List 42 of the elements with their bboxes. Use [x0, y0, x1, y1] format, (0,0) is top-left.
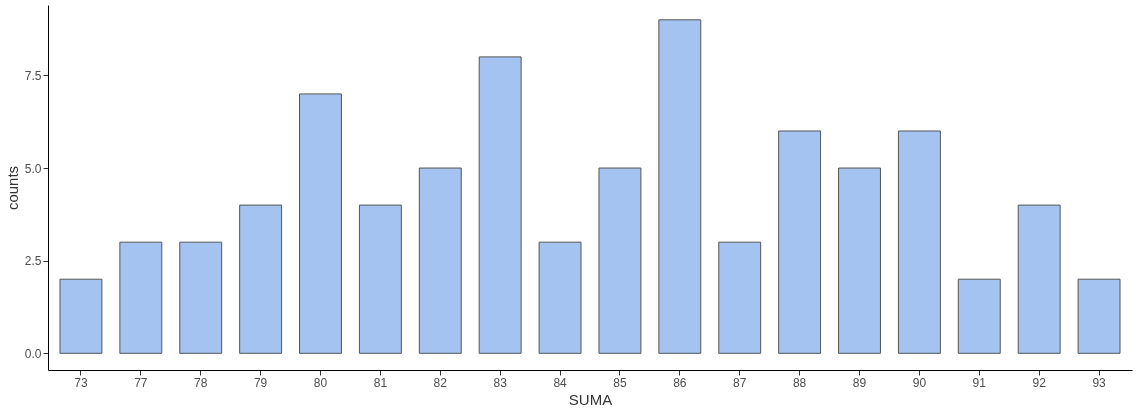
x-tick-label: 80: [313, 375, 328, 390]
x-tick-label: 85: [613, 375, 627, 390]
x-tick-label: 87: [733, 375, 747, 390]
y-tick-label: 2.5: [24, 254, 42, 269]
x-tick-label: 89: [852, 375, 867, 390]
x-tick-label: 82: [433, 375, 448, 390]
x-tick-label: 79: [253, 375, 268, 390]
x-axis-title: SUMA: [568, 390, 613, 408]
bar: [418, 167, 462, 354]
y-tick-label: 7.5: [24, 68, 42, 83]
bar: [718, 241, 762, 354]
x-tick-label: 77: [134, 375, 148, 390]
bar: [239, 204, 283, 354]
x-tick-label: 88: [792, 375, 807, 390]
y-axis-title: counts: [3, 165, 21, 211]
bar: [778, 130, 822, 354]
bar: [897, 130, 941, 354]
x-tick-label: 91: [972, 375, 987, 390]
x-tick-label: 93: [1092, 375, 1107, 390]
x-tick-label: 73: [74, 375, 88, 390]
x-tick-label: 86: [673, 375, 687, 390]
bar: [838, 167, 881, 354]
bar: [957, 278, 1001, 354]
x-tick-label: 92: [1032, 375, 1047, 390]
bar: [1077, 278, 1121, 354]
bar: [179, 241, 223, 354]
bar: [598, 167, 642, 354]
bar: [119, 241, 163, 354]
y-tick-label: 5.0: [24, 161, 42, 176]
x-tick-label: 78: [194, 375, 208, 390]
bar: [478, 56, 522, 354]
bar: [299, 93, 342, 354]
x-tick-label: 90: [912, 375, 927, 390]
x-tick-label: 83: [493, 375, 508, 390]
bar: [358, 204, 402, 354]
x-tick-label: 81: [373, 375, 388, 390]
bar: [538, 241, 582, 354]
y-tick-label: 0.0: [24, 346, 42, 361]
bar: [59, 278, 103, 354]
x-tick-label: 84: [553, 375, 568, 390]
bar: [658, 19, 702, 354]
bar: [1017, 204, 1061, 354]
